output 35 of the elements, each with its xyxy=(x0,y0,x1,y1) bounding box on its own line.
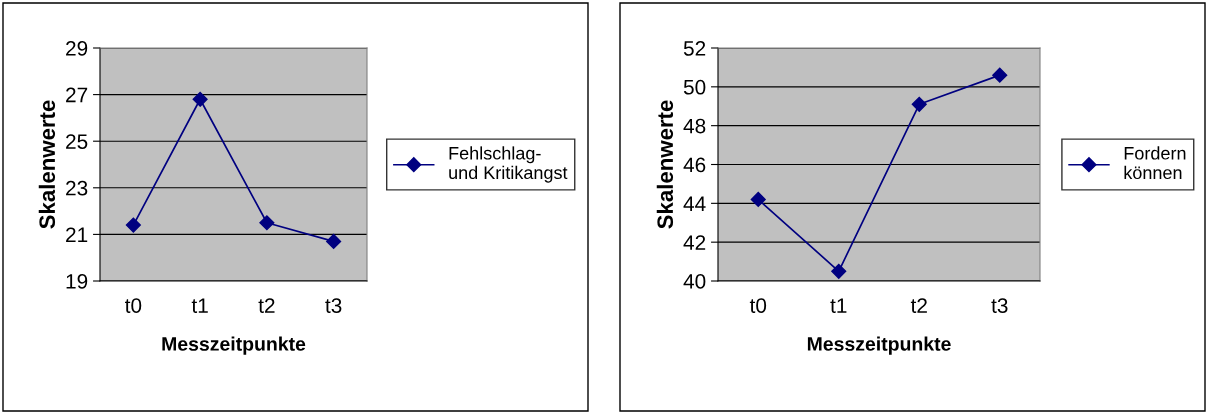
x-tick-label: t3 xyxy=(991,298,1008,313)
x-tick-label: t1 xyxy=(191,298,208,313)
y-axis-title: Skalenwerte xyxy=(38,100,56,229)
y-tick-label: 50 xyxy=(683,79,706,95)
point xyxy=(326,233,342,249)
x-tick-label: t0 xyxy=(749,298,767,313)
y-tick-label: 23 xyxy=(66,180,88,196)
y-tick-label: 42 xyxy=(683,235,706,250)
point xyxy=(911,96,927,112)
y-tick-label: 19 xyxy=(66,274,88,289)
legend-label: Fordern können xyxy=(1124,146,1186,180)
point xyxy=(750,191,766,208)
point xyxy=(125,217,141,233)
y-tick-label: 44 xyxy=(683,196,706,211)
y-tick-label: 40 xyxy=(683,274,706,289)
x-axis-title: Messzeitpunkte xyxy=(807,336,951,355)
y-tick-label: 46 xyxy=(683,157,706,173)
point xyxy=(259,215,275,231)
y-tick-label: 27 xyxy=(66,87,88,103)
x-tick-label: t1 xyxy=(830,298,847,313)
x-tick-label: t3 xyxy=(325,298,342,313)
y-tick-label: 21 xyxy=(66,227,88,242)
x-tick-label: t2 xyxy=(910,298,927,313)
point xyxy=(192,91,208,107)
y-tick-label: 52 xyxy=(683,41,706,56)
legend-label: Fehlschlag- und Kritikangst xyxy=(449,146,568,183)
y-tick-label: 29 xyxy=(66,41,88,56)
x-tick-label: t2 xyxy=(258,298,275,313)
y-tick-label: 48 xyxy=(683,118,706,134)
x-tick-label: t0 xyxy=(125,298,142,313)
y-axis-title: Skalenwerte xyxy=(656,100,674,229)
point xyxy=(992,67,1008,83)
point xyxy=(831,263,847,279)
y-tick-label: 25 xyxy=(66,134,88,149)
x-axis-title: Messzeitpunkte xyxy=(162,336,306,355)
